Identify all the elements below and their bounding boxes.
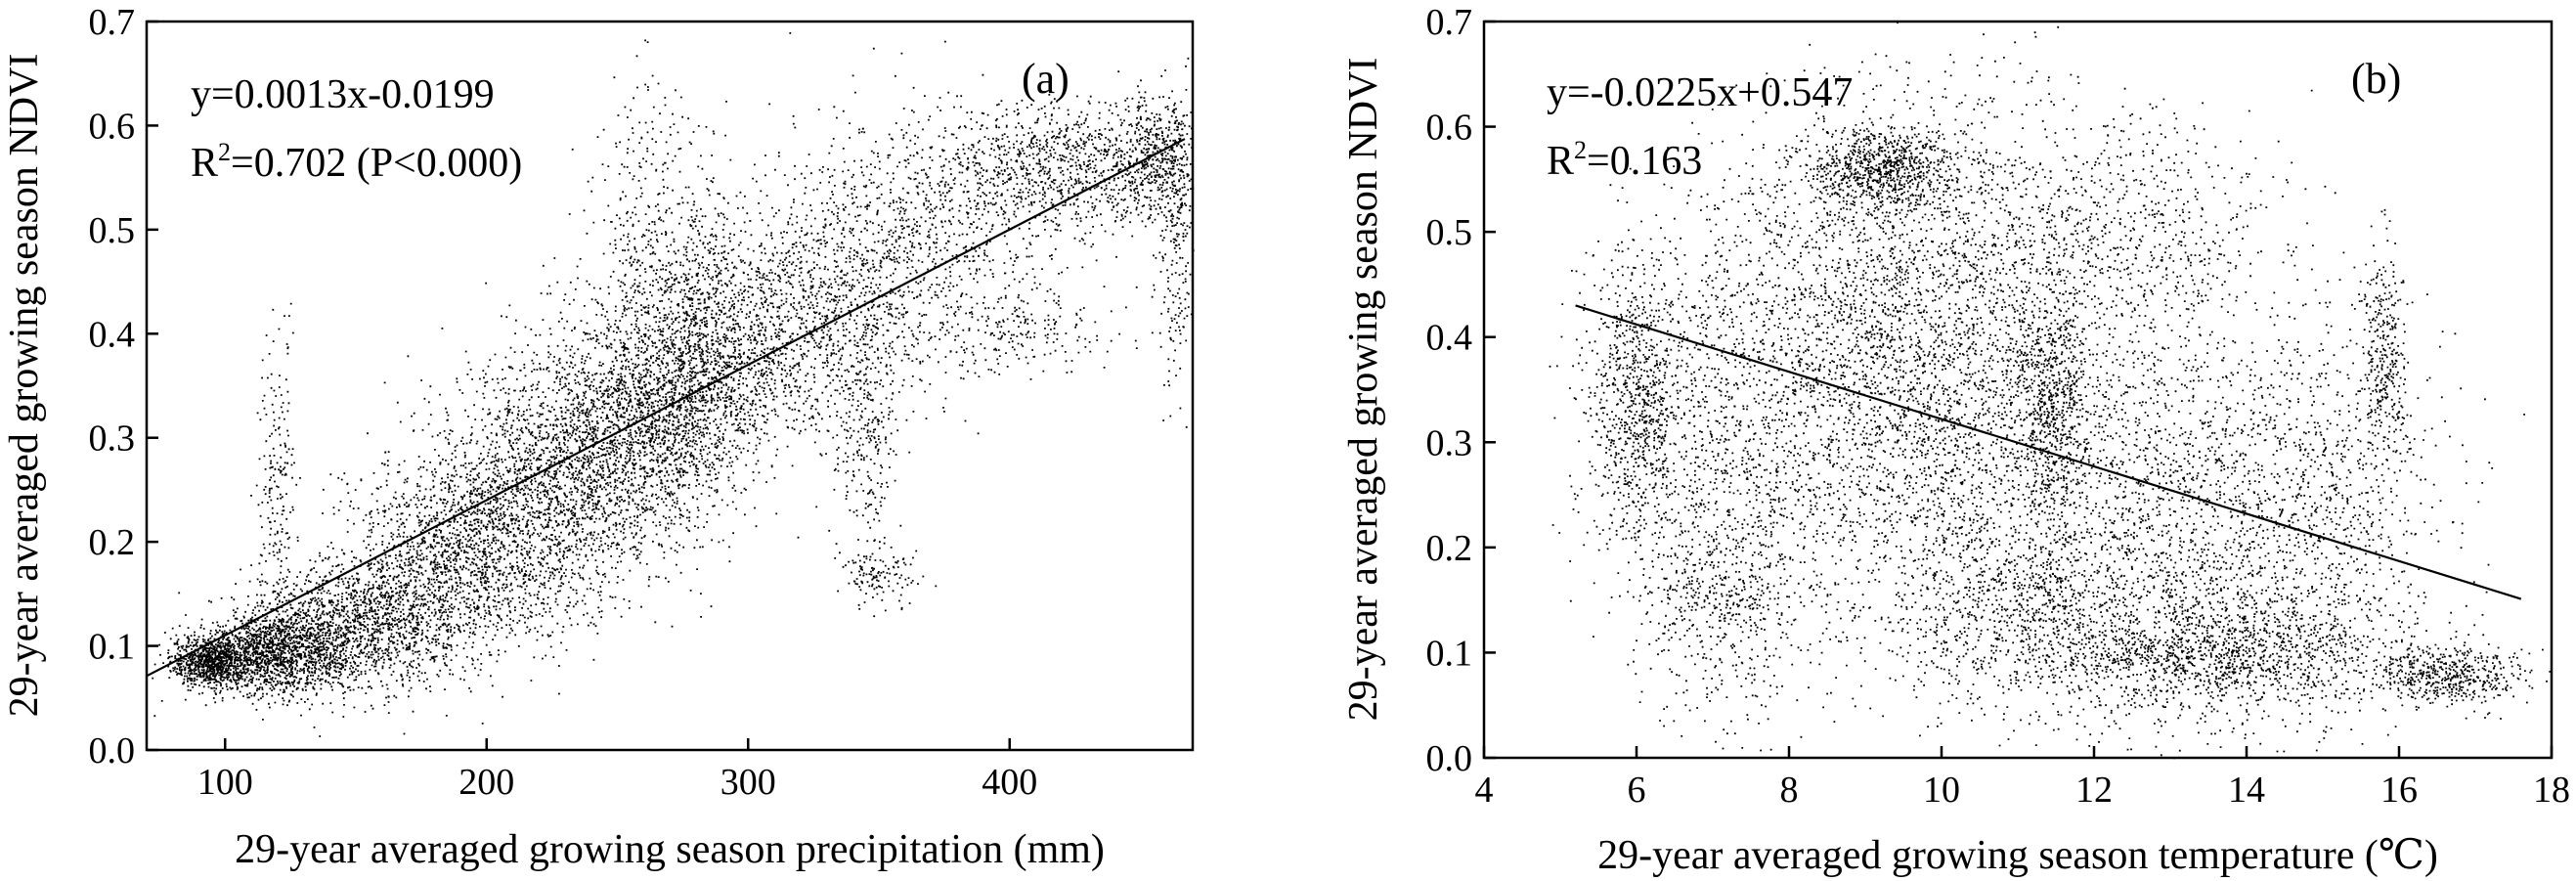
panel-b-points <box>1549 22 2552 760</box>
panel-a-x-title: 29-year averaged growing season precipit… <box>235 827 1105 872</box>
y-tick-label: 0.2 <box>1426 528 1473 569</box>
panel-a: 100 200 300 400 0.0 0.1 0.2 0.3 0.4 0.5 0.6 0.7 y=… <box>2 2 1195 872</box>
panel-b: 4 6 8 10 12 14 16 18 0.0 0.1 0.2 0.3 0.4 0.5 0.6 0.7 y… <box>1341 2 2570 878</box>
panel-b-r2: R2=0.163 <box>1547 136 1702 184</box>
panel-b-scatter-points <box>1549 22 2552 760</box>
panel-b-frame <box>1482 20 2554 760</box>
y-tick-label: 0.6 <box>1426 108 1473 149</box>
panel-a-scatter-points <box>151 32 1195 737</box>
y-tick-label: 0.7 <box>89 2 136 43</box>
y-tick-label: 0.7 <box>1426 2 1473 43</box>
y-tick-label: 0.6 <box>89 106 136 147</box>
x-tick-label: 14 <box>2228 770 2265 811</box>
y-tick-label: 0.2 <box>89 522 136 563</box>
panel-a-y-title: 29-year averaged growing season NDVI <box>2 54 47 718</box>
y-tick-label: 0.0 <box>89 730 136 771</box>
panel-a-equation: y=0.0013x-0.0199 <box>191 72 495 117</box>
panel-a-fit-line <box>146 138 1186 678</box>
x-tick-label: 6 <box>1628 770 1646 811</box>
y-tick-label: 0.1 <box>1426 633 1473 674</box>
y-tick-label: 0.0 <box>1426 738 1473 779</box>
panel-a-points <box>151 32 1195 737</box>
panel-b-label: (b) <box>2351 55 2401 103</box>
y-tick-label: 0.1 <box>89 627 136 668</box>
panel-b-x-title: 29-year averaged growing season temperat… <box>1597 833 2438 878</box>
panel-b-fit-line <box>1575 304 2522 600</box>
x-tick-label: 400 <box>982 762 1037 803</box>
x-tick-label: 300 <box>720 762 776 803</box>
panel-a-r2: R2=0.702 (P<0.000) <box>191 138 522 186</box>
panel-b-y-axis: 0.0 0.1 0.2 0.3 0.4 0.5 0.6 0.7 <box>1426 2 1496 779</box>
y-tick-label: 0.3 <box>1426 422 1473 463</box>
x-tick-label: 4 <box>1475 770 1494 811</box>
panel-a-x-axis: 100 200 300 400 <box>197 738 1037 803</box>
panel-a-label: (a) <box>1022 55 1070 103</box>
y-tick-label: 0.4 <box>1426 318 1473 359</box>
panel-a-y-axis: 0.0 0.1 0.2 0.3 0.4 0.5 0.6 0.7 <box>89 2 158 771</box>
panel-b-y-title: 29-year averaged growing season NDVI <box>1341 58 1386 722</box>
x-tick-label: 8 <box>1780 770 1799 811</box>
x-tick-label: 10 <box>1923 770 1960 811</box>
x-tick-label: 18 <box>2533 770 2570 811</box>
panel-b-x-axis: 4 6 8 10 12 14 16 18 <box>1475 746 2570 811</box>
y-tick-label: 0.5 <box>89 210 136 251</box>
y-tick-label: 0.5 <box>1426 212 1473 253</box>
x-tick-label: 12 <box>2075 770 2113 811</box>
y-tick-label: 0.4 <box>89 314 136 355</box>
x-tick-label: 200 <box>458 762 514 803</box>
x-tick-label: 100 <box>197 762 253 803</box>
panel-a-frame <box>145 20 1195 752</box>
y-tick-label: 0.3 <box>89 418 136 460</box>
x-tick-label: 16 <box>2380 770 2418 811</box>
panel-b-equation: y=-0.0225x+0.547 <box>1547 70 1853 115</box>
